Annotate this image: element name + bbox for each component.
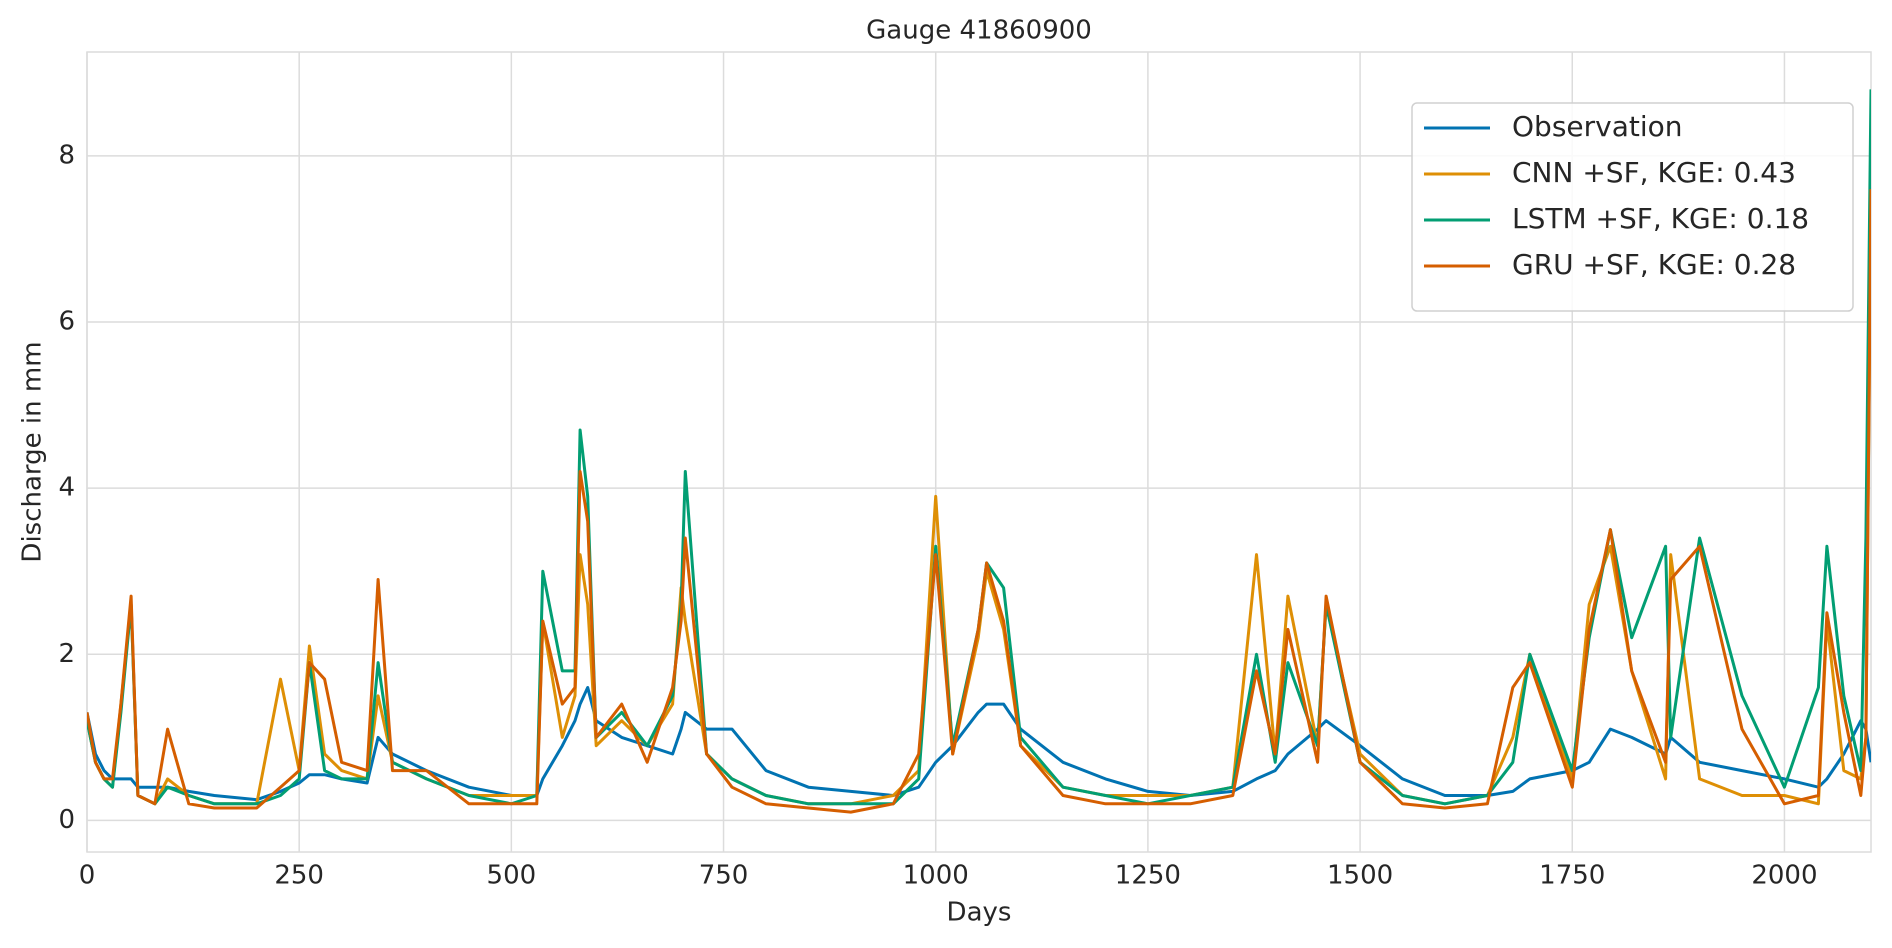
x-tick-label: 1750	[1539, 861, 1605, 891]
legend-box	[1411, 102, 1854, 312]
x-tick-label: 750	[699, 861, 749, 891]
x-tick-label: 250	[274, 861, 324, 891]
series-line	[87, 189, 1871, 814]
legend-label: LSTM +SF, KGE: 0.18	[1512, 202, 1809, 235]
y-axis-label: Discharge in mm	[18, 341, 48, 562]
x-tick-label: 0	[79, 861, 96, 891]
y-tick-label: 2	[58, 639, 75, 669]
chart-title: Gauge 41860900	[866, 16, 1092, 46]
x-tick-label: 1250	[1115, 861, 1181, 891]
y-tick-label: 8	[58, 140, 75, 170]
x-tick-label: 500	[487, 861, 537, 891]
legend-label: CNN +SF, KGE: 0.43	[1512, 156, 1796, 189]
x-tick-label: 1500	[1327, 861, 1393, 891]
x-tick-label: 1000	[903, 861, 969, 891]
y-tick-label: 4	[58, 473, 75, 503]
x-axis-label: Days	[947, 898, 1012, 928]
y-tick-label: 0	[58, 805, 75, 835]
x-tick-label: 2000	[1751, 861, 1817, 891]
legend-label: Observation	[1512, 110, 1683, 143]
plot-frame	[86, 51, 1872, 853]
y-tick-label: 6	[58, 306, 75, 336]
series-line	[87, 686, 1871, 802]
legend-label: GRU +SF, KGE: 0.28	[1512, 248, 1796, 281]
